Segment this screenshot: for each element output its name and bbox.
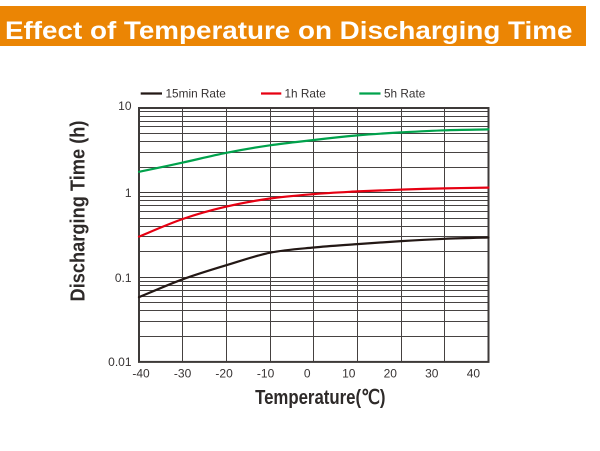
svg-text:1: 1 (125, 186, 132, 200)
svg-text:20: 20 (384, 367, 398, 381)
svg-text:5h Rate: 5h Rate (384, 86, 426, 100)
svg-text:0: 0 (304, 367, 311, 381)
svg-text:1h Rate: 1h Rate (285, 86, 327, 100)
svg-text:0.01: 0.01 (108, 355, 132, 369)
svg-text:-30: -30 (174, 367, 192, 381)
svg-text:Temperature(℃): Temperature(℃) (255, 386, 385, 409)
svg-text:Discharging Time (h): Discharging Time (h) (68, 121, 90, 302)
svg-text:-20: -20 (215, 367, 233, 381)
svg-text:10: 10 (342, 367, 356, 381)
svg-text:15min Rate: 15min Rate (166, 86, 227, 100)
svg-text:-40: -40 (132, 367, 150, 381)
svg-text:-10: -10 (257, 367, 275, 381)
svg-text:0.1: 0.1 (115, 271, 132, 285)
svg-text:10: 10 (118, 99, 132, 113)
svg-text:30: 30 (425, 367, 439, 381)
svg-text:40: 40 (467, 367, 481, 381)
